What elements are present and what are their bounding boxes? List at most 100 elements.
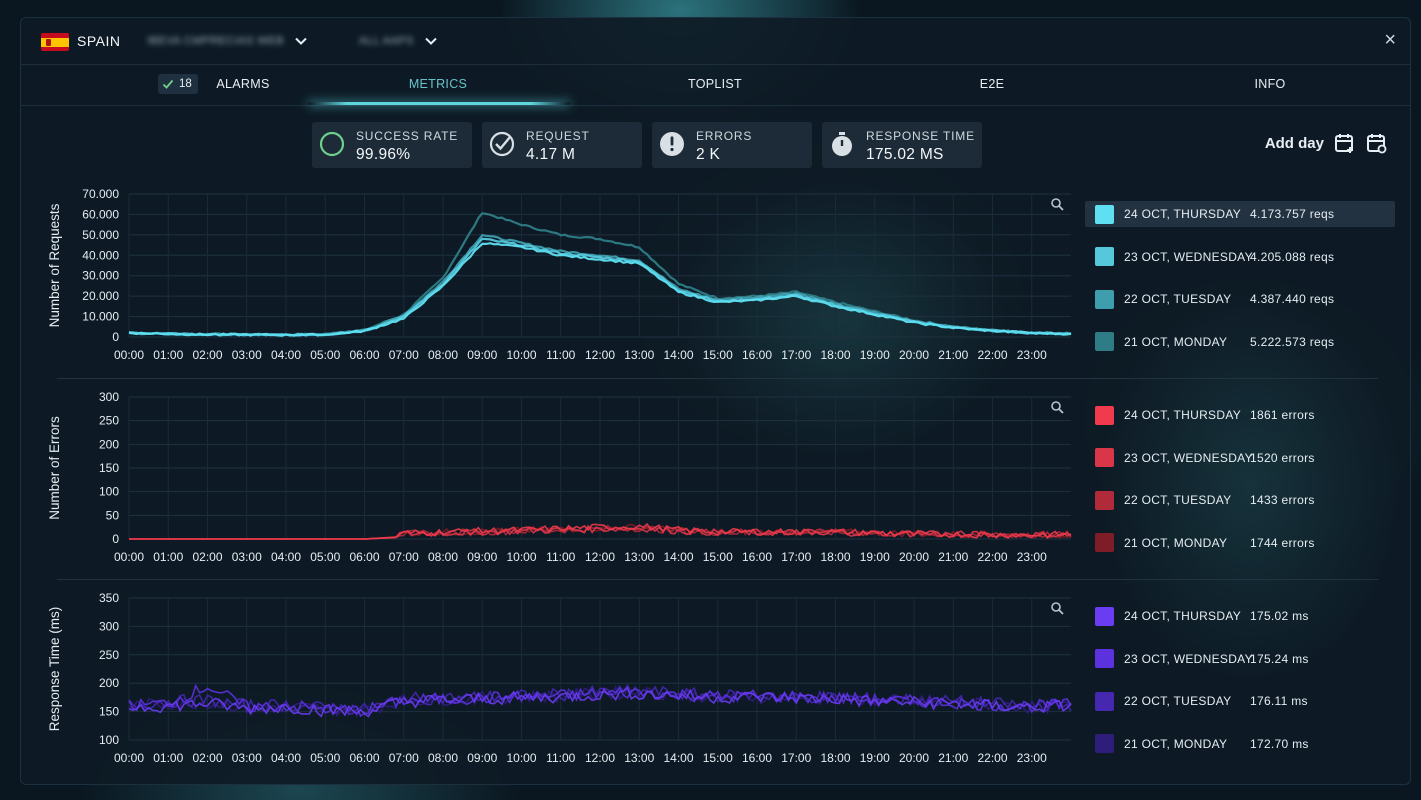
legend-date: 24 OCT, THURSDAY xyxy=(1124,609,1242,623)
kpi-label: ERRORS xyxy=(696,129,753,143)
x-tick-label: 00:00 xyxy=(114,751,144,765)
calendar-reset-icon[interactable] xyxy=(1366,132,1388,154)
x-tick-label: 07:00 xyxy=(389,550,419,564)
tab-info[interactable]: INFO xyxy=(1254,77,1286,91)
legend-total: 175.24 ms xyxy=(1250,651,1309,666)
x-tick-label: 10:00 xyxy=(506,751,536,765)
x-tick-label: 16:00 xyxy=(742,550,772,564)
x-tick-label: 06:00 xyxy=(349,751,379,765)
country-label: SPAIN xyxy=(77,33,121,49)
legend-item[interactable]: 21 OCT, MONDAY 5.222.573 reqs xyxy=(1085,329,1395,355)
x-tick-label: 15:00 xyxy=(703,751,733,765)
legend-item[interactable]: 22 OCT, TUESDAY 176.11 ms xyxy=(1085,688,1395,714)
tab-metrics[interactable]: METRICS xyxy=(408,77,468,91)
y-tick-label: 20.000 xyxy=(82,289,119,303)
zoom-icon[interactable] xyxy=(1051,401,1064,414)
spain-flag-icon xyxy=(41,33,69,51)
x-tick-label: 12:00 xyxy=(585,348,615,362)
stopwatch-icon xyxy=(832,132,852,156)
add-day-label: Add day xyxy=(1264,134,1324,152)
x-tick-label: 08:00 xyxy=(428,550,458,564)
zoom-icon[interactable] xyxy=(1051,198,1064,211)
close-icon[interactable]: × xyxy=(1384,29,1396,51)
x-tick-label: 07:00 xyxy=(389,348,419,362)
x-tick-label: 20:00 xyxy=(899,348,929,362)
legend-item[interactable]: 23 OCT, WEDNESDAY 175.24 ms xyxy=(1085,646,1395,672)
x-tick-label: 22:00 xyxy=(977,751,1007,765)
legend-item[interactable]: 24 OCT, THURSDAY 4.173.757 reqs xyxy=(1085,201,1395,227)
legend-swatch xyxy=(1095,332,1114,351)
x-tick-label: 11:00 xyxy=(546,550,575,564)
alert-icon xyxy=(660,132,684,156)
y-axis-label: Response Time (ms) xyxy=(47,607,62,732)
x-tick-label: 15:00 xyxy=(703,550,733,564)
x-tick-label: 11:00 xyxy=(546,751,575,765)
x-tick-label: 23:00 xyxy=(1017,550,1047,564)
kpi-label: RESPONSE TIME xyxy=(866,129,975,143)
check-icon xyxy=(162,79,174,89)
x-tick-label: 10:00 xyxy=(506,348,536,362)
alarm-count-badge[interactable]: 18 xyxy=(158,74,198,94)
x-tick-label: 08:00 xyxy=(428,751,458,765)
legend-item[interactable]: 23 OCT, WEDNESDAY 1520 errors xyxy=(1085,445,1395,471)
x-tick-label: 22:00 xyxy=(977,550,1007,564)
legend-item[interactable]: 21 OCT, MONDAY 172.70 ms xyxy=(1085,731,1395,757)
x-tick-label: 22:00 xyxy=(977,348,1007,362)
legend-item[interactable]: 23 OCT, WEDNESDAY 4.205.088 reqs xyxy=(1085,244,1395,270)
x-tick-label: 11:00 xyxy=(546,348,575,362)
x-tick-label: 04:00 xyxy=(271,751,301,765)
legend-item[interactable]: 21 OCT, MONDAY 1744 errors xyxy=(1085,530,1395,556)
kpi-success-rate: SUCCESS RATE 99.96% xyxy=(312,122,472,168)
chart-divider xyxy=(57,378,1378,379)
kpi-label: SUCCESS RATE xyxy=(356,129,459,143)
legend-date: 22 OCT, TUESDAY xyxy=(1124,493,1232,507)
kpi-value: 99.96% xyxy=(356,146,411,163)
x-tick-label: 14:00 xyxy=(663,348,693,362)
legend-swatch xyxy=(1095,649,1114,668)
legend-item[interactable]: 22 OCT, TUESDAY 1433 errors xyxy=(1085,487,1395,513)
series-line xyxy=(129,522,1072,540)
x-tick-label: 18:00 xyxy=(820,348,850,362)
x-tick-label: 02:00 xyxy=(192,751,222,765)
calendar-add-icon[interactable] xyxy=(1334,132,1356,154)
tab-e2e[interactable]: E2E xyxy=(979,77,1005,91)
legend-total: 4.387.440 reqs xyxy=(1250,292,1335,306)
legend-total: 4.205.088 reqs xyxy=(1250,249,1335,264)
panel-header: SPAIN IBEVA CMPRECIAS WEB ALL AAPS × xyxy=(21,18,1410,64)
x-tick-label: 00:00 xyxy=(114,348,144,362)
legend-item[interactable]: 24 OCT, THURSDAY 1861 errors xyxy=(1085,402,1395,428)
y-tick-label: 200 xyxy=(99,437,119,451)
legend-item[interactable]: 22 OCT, TUESDAY 4.387.440 reqs xyxy=(1085,286,1395,312)
legend-total: 175.02 ms xyxy=(1250,609,1309,623)
legend-swatch xyxy=(1095,533,1114,552)
tab-alarms[interactable]: ALARMS xyxy=(216,77,270,91)
service-dropdown[interactable]: IBEVA CMPRECIAS WEB xyxy=(147,30,308,52)
y-tick-label: 350 xyxy=(99,591,119,605)
y-tick-label: 50.000 xyxy=(82,228,119,242)
zoom-icon[interactable] xyxy=(1051,602,1064,615)
x-tick-label: 09:00 xyxy=(467,751,497,765)
x-tick-label: 05:00 xyxy=(310,348,340,362)
x-tick-label: 23:00 xyxy=(1017,348,1047,362)
x-tick-label: 06:00 xyxy=(349,550,379,564)
x-tick-label: 21:00 xyxy=(938,550,968,564)
check-circle-icon xyxy=(489,131,515,157)
legend-total: 172.70 ms xyxy=(1250,736,1309,751)
chart-1: 0 50 100 150 200 250 300 00:00 01:00 02:00 03:00 04… xyxy=(47,390,1072,564)
x-tick-label: 07:00 xyxy=(389,751,419,765)
y-tick-label: 60.000 xyxy=(82,207,119,221)
legend-item[interactable]: 24 OCT, THURSDAY 175.02 ms xyxy=(1085,603,1395,629)
tab-toplist[interactable]: TOPLIST xyxy=(688,77,742,91)
kpi-errors: ERRORS 2 K xyxy=(652,122,812,168)
kpi-value: 2 K xyxy=(696,146,721,163)
scope-dropdown[interactable]: ALL AAPS xyxy=(359,30,438,52)
x-tick-label: 14:00 xyxy=(663,751,693,765)
legend-date: 23 OCT, WEDNESDAY xyxy=(1124,450,1253,465)
x-tick-label: 20:00 xyxy=(899,550,929,564)
x-tick-label: 02:00 xyxy=(192,348,222,362)
legend-date: 23 OCT, WEDNESDAY xyxy=(1124,651,1253,666)
legend-date: 22 OCT, TUESDAY xyxy=(1124,694,1232,708)
kpi-value: 175.02 MS xyxy=(866,146,944,163)
y-tick-label: 200 xyxy=(99,676,119,690)
legend-date: 21 OCT, MONDAY xyxy=(1124,535,1228,550)
